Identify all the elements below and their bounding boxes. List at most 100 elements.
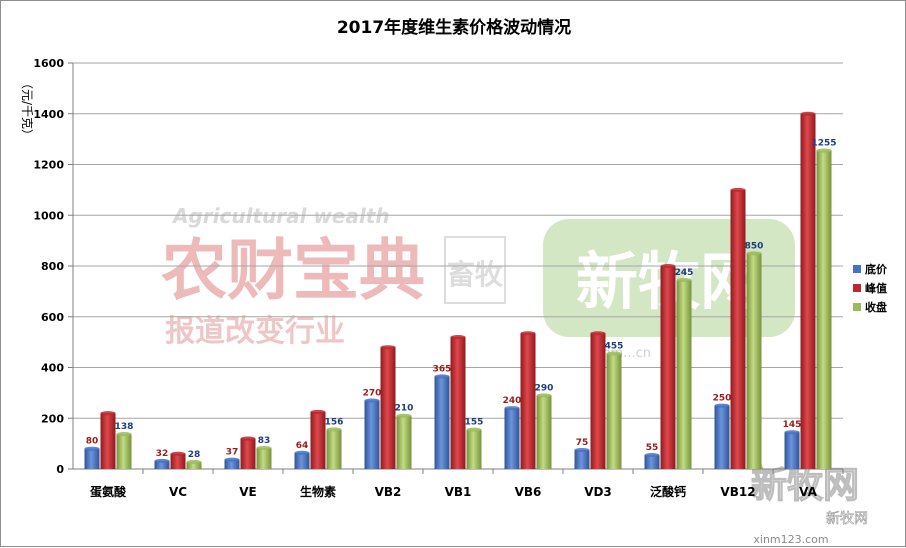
bar-峰值 — [240, 438, 256, 469]
bar-底价 — [84, 448, 100, 469]
y-tick-label: 600 — [41, 311, 64, 324]
data-label: 75 — [576, 438, 589, 448]
bar-cap — [730, 187, 746, 192]
x-tick-label: VE — [239, 485, 256, 499]
data-label: 240 — [503, 396, 522, 406]
legend-swatch — [853, 303, 861, 311]
bar-峰值 — [800, 113, 816, 469]
data-label: 455 — [605, 342, 624, 352]
bar-收盘 — [116, 433, 132, 469]
y-tick-label: 1200 — [33, 159, 64, 172]
bar-cap — [746, 251, 762, 256]
x-tick-label: VB1 — [445, 485, 472, 499]
bar-cap — [520, 331, 536, 336]
x-tick-label: 泛酸钙 — [650, 484, 686, 499]
data-label: 80 — [86, 437, 99, 447]
bar-cap — [256, 445, 272, 450]
bar-底价 — [154, 460, 170, 469]
y-tick-label: 200 — [41, 412, 64, 425]
y-tick-label: 1400 — [33, 108, 64, 121]
data-label: 32 — [156, 449, 169, 459]
data-label: 250 — [713, 394, 732, 404]
data-label: 156 — [325, 417, 344, 427]
y-tick-label: 800 — [41, 260, 64, 273]
y-tick-label: 400 — [41, 362, 64, 375]
bar-底价 — [714, 405, 730, 469]
bar-收盘 — [816, 150, 832, 469]
data-label: 210 — [395, 404, 414, 414]
y-tick-label: 1600 — [33, 57, 64, 70]
legend-label: 收盘 — [865, 300, 887, 314]
legend-label: 峰值 — [865, 281, 887, 295]
bar-峰值 — [310, 411, 326, 469]
data-label: 270 — [363, 388, 382, 398]
bar-峰值 — [590, 333, 606, 469]
y-tick-label: 0 — [56, 463, 64, 476]
legend-swatch — [853, 284, 861, 292]
bar-cap — [606, 351, 622, 356]
bar-收盘 — [326, 429, 342, 469]
bar-峰值 — [100, 413, 116, 469]
bar-cap — [326, 427, 342, 432]
bar-cap — [294, 450, 310, 455]
watermark-corner-url: xinm123.com — [753, 533, 828, 546]
x-tick-label: VD3 — [584, 485, 612, 499]
bar-收盘 — [396, 415, 412, 469]
x-tick-label: VB12 — [720, 485, 755, 499]
y-axis-label: （元/千克） — [20, 77, 34, 141]
y-tick-label: 1000 — [33, 209, 64, 222]
watermark-corner-logo-sub: 新牧网 — [826, 511, 868, 527]
bar-收盘 — [186, 461, 202, 469]
data-label: 365 — [433, 364, 452, 374]
bar-cap — [310, 409, 326, 414]
bar-底价 — [574, 449, 590, 469]
watermark-brand-red: 农财宝典 — [161, 232, 425, 309]
data-label: 37 — [226, 448, 239, 458]
chart-title: 2017年度维生素价格波动情况 — [337, 17, 571, 38]
bar-cap — [714, 403, 730, 408]
x-tick-label: VA — [799, 485, 817, 499]
bar-cap — [116, 431, 132, 436]
data-label: 290 — [535, 383, 554, 393]
bar-cap — [170, 451, 186, 456]
bar-cap — [364, 398, 380, 403]
bar-底价 — [224, 459, 240, 469]
bar-cap — [466, 427, 482, 432]
bar-cap — [590, 331, 606, 336]
watermark-corner-logo: 新牧网 — [751, 465, 859, 506]
data-label: 850 — [745, 241, 764, 251]
bar-底价 — [644, 455, 660, 469]
data-label: 64 — [296, 441, 309, 451]
x-tick-label: VC — [169, 485, 187, 499]
legend-label: 底价 — [865, 262, 888, 276]
data-label: 1255 — [811, 139, 836, 149]
data-label: 245 — [675, 268, 694, 278]
bar-收盘 — [606, 353, 622, 469]
bar-底价 — [294, 452, 310, 469]
data-label: 138 — [115, 422, 134, 432]
bar-底价 — [784, 432, 800, 469]
bar-底价 — [434, 376, 450, 469]
data-label: 28 — [188, 450, 201, 460]
x-tick-label: VB6 — [515, 485, 542, 499]
bar-cap — [676, 277, 692, 282]
bars-layer — [84, 111, 832, 469]
bar-峰值 — [450, 337, 466, 469]
bar-cap — [396, 413, 412, 418]
data-label: 83 — [258, 436, 271, 446]
bar-cap — [450, 335, 466, 340]
bar-cap — [154, 458, 170, 463]
watermark-seal-box — [444, 236, 506, 304]
legend-swatch — [853, 265, 861, 273]
x-tick-label: VB2 — [375, 485, 402, 499]
bar-收盘 — [676, 279, 692, 469]
bar-峰值 — [520, 333, 536, 469]
bar-cap — [240, 436, 256, 441]
bar-cap — [660, 264, 676, 268]
bar-峰值 — [660, 266, 676, 469]
watermark-brand-red-en: Agricultural wealth — [171, 204, 390, 228]
data-label: 55 — [646, 443, 659, 453]
bar-底价 — [504, 408, 520, 469]
